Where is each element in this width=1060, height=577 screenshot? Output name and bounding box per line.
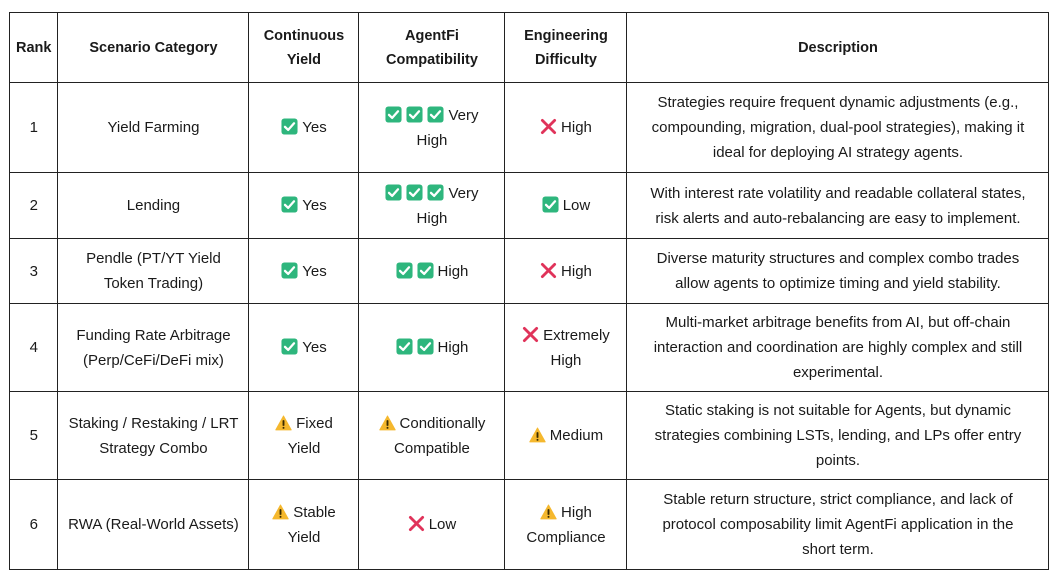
header-row: Rank Scenario Category Continuous Yield … bbox=[8, 12, 1050, 83]
check-icon bbox=[406, 105, 423, 123]
continuous-yield-cell: Yes bbox=[248, 172, 360, 239]
warning-icon bbox=[272, 503, 289, 519]
description-cell: Stable return structure, strict complian… bbox=[626, 479, 1050, 570]
rank-cell: 4 bbox=[8, 303, 59, 392]
description-cell: Strategies require frequent dynamic adju… bbox=[626, 82, 1050, 173]
engineering-difficulty-cell: Low bbox=[504, 172, 628, 239]
warning-icon bbox=[378, 414, 396, 430]
scenario-cell: Pendle (PT/YT Yield Token Trading) bbox=[57, 238, 250, 304]
description-cell: Diverse maturity structures and complex … bbox=[626, 238, 1050, 304]
cross-icon bbox=[408, 515, 424, 532]
check-icon bbox=[417, 338, 434, 355]
cross-icon bbox=[540, 262, 557, 278]
check-icon bbox=[281, 196, 298, 213]
table-row: 1 Yield Farming Yes Very High High Strat… bbox=[8, 82, 1050, 173]
warning-icon bbox=[540, 503, 557, 519]
engineering-difficulty-cell: High bbox=[504, 82, 628, 173]
engineering-difficulty-cell: High Compliance bbox=[504, 479, 628, 570]
agentfi-compatibility-cell: Very High bbox=[358, 172, 506, 239]
warning-icon bbox=[275, 414, 292, 430]
header-engineering-difficulty: Engineering Difficulty bbox=[504, 12, 628, 83]
header-scenario: Scenario Category bbox=[57, 12, 250, 83]
check-icon bbox=[396, 261, 413, 279]
check-icon bbox=[385, 105, 402, 123]
rank-cell: 1 bbox=[8, 82, 59, 173]
check-icon bbox=[542, 196, 559, 213]
rank-cell: 6 bbox=[8, 479, 59, 570]
scenario-cell: Staking / Restaking / LRT Strategy Combo bbox=[57, 391, 250, 480]
table-row: 5 Staking / Restaking / LRT Strategy Com… bbox=[8, 391, 1050, 480]
scenario-cell: RWA (Real-World Assets) bbox=[57, 479, 250, 570]
continuous-yield-cell: Yes bbox=[248, 82, 360, 173]
header-agentfi-compatibility: AgentFi Compatibility bbox=[358, 12, 506, 83]
header-description: Description bbox=[626, 12, 1050, 83]
agentfi-scenario-table: Rank Scenario Category Continuous Yield … bbox=[8, 12, 1050, 570]
check-icon bbox=[385, 183, 402, 201]
table-row: 6 RWA (Real-World Assets) Stable Yield L… bbox=[8, 479, 1050, 570]
warning-icon bbox=[529, 427, 546, 443]
check-icon bbox=[417, 261, 434, 279]
scenario-cell: Lending bbox=[57, 172, 250, 239]
agentfi-compatibility-cell: Low bbox=[358, 479, 506, 570]
agentfi-compatibility-cell: Conditionally Compatible bbox=[358, 391, 506, 480]
scenario-cell: Funding Rate Arbitrage (Perp/CeFi/DeFi m… bbox=[57, 303, 250, 392]
rank-cell: 2 bbox=[8, 172, 59, 239]
check-icon bbox=[281, 338, 298, 355]
description-cell: Multi-market arbitrage benefits from AI,… bbox=[626, 303, 1050, 392]
cross-icon bbox=[523, 326, 539, 342]
description-cell: Static staking is not suitable for Agent… bbox=[626, 391, 1050, 480]
table-row: 2 Lending Yes Very High Low With interes… bbox=[8, 172, 1050, 239]
header-continuous-yield: Continuous Yield bbox=[248, 12, 360, 83]
description-cell: With interest rate volatility and readab… bbox=[626, 172, 1050, 239]
continuous-yield-cell: Yes bbox=[248, 238, 360, 304]
check-icon bbox=[281, 261, 298, 279]
cross-icon bbox=[540, 118, 557, 135]
continuous-yield-cell: Fixed Yield bbox=[248, 391, 360, 480]
engineering-difficulty-cell: Extremely High bbox=[504, 303, 628, 392]
header-rank: Rank bbox=[8, 12, 59, 83]
check-icon bbox=[427, 183, 444, 201]
continuous-yield-cell: Yes bbox=[248, 303, 360, 392]
engineering-difficulty-cell: Medium bbox=[504, 391, 628, 480]
table-row: 3 Pendle (PT/YT Yield Token Trading) Yes… bbox=[8, 238, 1050, 304]
agentfi-compatibility-cell: High bbox=[358, 238, 506, 304]
check-icon bbox=[396, 338, 413, 355]
rank-cell: 3 bbox=[8, 238, 59, 304]
agentfi-compatibility-cell: High bbox=[358, 303, 506, 392]
agentfi-compatibility-cell: Very High bbox=[358, 82, 506, 173]
table-row: 4 Funding Rate Arbitrage (Perp/CeFi/DeFi… bbox=[8, 303, 1050, 392]
engineering-difficulty-cell: High bbox=[504, 238, 628, 304]
check-icon bbox=[406, 183, 423, 201]
scenario-cell: Yield Farming bbox=[57, 82, 250, 173]
continuous-yield-cell: Stable Yield bbox=[248, 479, 360, 570]
rank-cell: 5 bbox=[8, 391, 59, 480]
check-icon bbox=[281, 118, 298, 135]
check-icon bbox=[427, 105, 444, 123]
